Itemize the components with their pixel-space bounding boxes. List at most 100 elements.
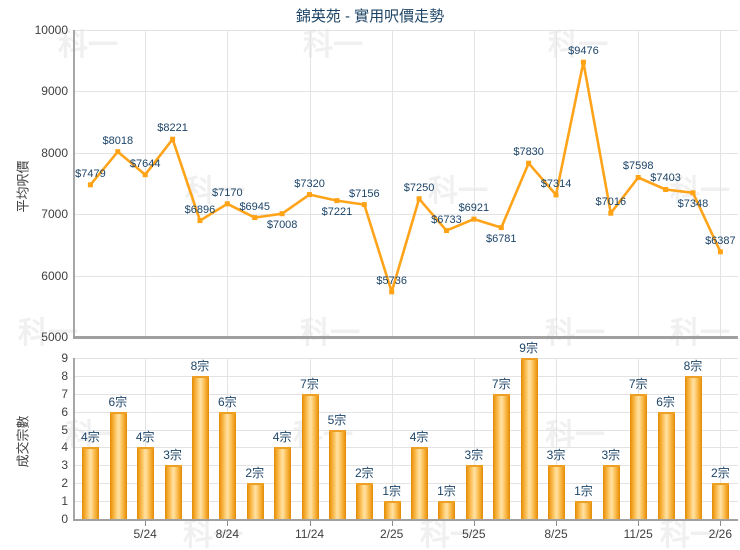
bar-label: 3宗 [464,448,484,463]
y-tick-label: 7000 [41,207,68,222]
grid-line-h [75,465,738,467]
bar-label: 8宗 [190,358,210,373]
bar [411,447,429,519]
grid-line-h [75,214,738,216]
data-point-marker [690,190,696,196]
bar-chart-y-axis [73,358,75,521]
grid-line-v [145,358,147,519]
point-label: $7644 [129,157,161,170]
y-tick-label: 7 [61,386,68,401]
bar-label: 7宗 [491,376,511,391]
bar-label: 8宗 [683,358,703,373]
data-point-marker [526,160,532,166]
bar-chart-x-axis [73,519,738,521]
grid-line-v [720,30,722,337]
data-point-marker [115,149,121,155]
y-tick-label: 4 [61,440,68,455]
point-label: $6781 [485,232,517,245]
bar-label: 4宗 [81,430,100,445]
y-tick-label: 8 [61,368,68,383]
point-label: $7830 [513,146,544,159]
point-label: $7320 [294,177,325,190]
bar [191,375,209,519]
grid-line-h [75,447,738,449]
bar-label: 2宗 [354,466,374,481]
bar [109,411,127,519]
bar [602,465,620,519]
data-point-marker [553,192,559,198]
point-label: $8221 [157,122,188,135]
x-tick-label: 8/25 [544,527,568,541]
watermark-text: 科一 [660,519,720,550]
bar [712,483,730,519]
point-label: $6387 [705,234,736,247]
watermark-text: 科一 [670,317,730,350]
data-point-marker [444,228,449,234]
price-line [89,60,722,294]
data-point-marker [279,211,285,217]
grid-line-h [75,375,738,377]
watermark-text: 科一 [420,519,480,550]
grid-line-v [309,30,311,337]
grid-line-v [227,30,229,337]
x-tick-mark [473,521,475,526]
line-chart-y-axis [73,30,75,339]
data-point-marker [389,289,395,295]
bar-label: 4宗 [409,430,429,445]
data-point-marker [471,216,477,222]
data-point-marker [334,198,340,204]
data-point-marker [580,59,586,65]
bar-label: 7宗 [300,376,319,391]
y-tick-label: 6 [61,404,68,419]
bar-label: 3宗 [163,448,182,463]
bar [383,501,401,519]
bar [219,411,237,519]
bar-label: 4宗 [135,430,155,445]
bar-label: 1宗 [437,484,456,499]
grid-line-h [75,393,738,395]
watermark-text: 科一 [548,29,608,62]
x-tick-label: 11/24 [294,527,325,541]
grid-line-h [75,358,738,359]
data-point-marker [717,249,723,255]
grid-line-h [75,429,738,431]
bar [630,393,648,519]
grid-line-v [720,358,722,519]
watermark-text: 科一 [18,317,78,350]
bar-label: 6宗 [218,394,237,409]
point-label: $7170 [212,186,243,199]
point-label: $7008 [266,218,298,231]
x-tick-mark [309,521,311,526]
data-point-marker [197,218,203,224]
y-tick-label: 8000 [41,145,68,160]
grid-line-h [75,411,738,413]
bar [137,447,155,519]
point-label: $6945 [239,200,271,213]
x-tick-mark [227,521,229,526]
y-tick-label: 5000 [41,330,68,344]
bar-label: 4宗 [272,430,292,445]
x-tick-mark [638,521,640,526]
data-point-marker [635,175,641,180]
x-tick-mark [391,521,393,526]
data-point-marker [142,172,148,178]
x-tick-mark [720,521,722,526]
bar [438,501,456,519]
bar [493,393,511,519]
point-label: $7250 [403,181,435,194]
watermark-text: 科一 [303,29,363,62]
bar-label: 1宗 [382,484,402,499]
bar [328,429,346,519]
x-tick-label: 8/24 [215,527,240,541]
bar-label: 1宗 [574,484,593,499]
bar-label: 7宗 [628,376,648,391]
data-point-marker [608,210,614,216]
bar-label: 6宗 [656,394,675,409]
x-tick-label: 5/25 [462,527,486,541]
y-tick-label: 10000 [34,23,68,37]
bar [657,411,675,519]
data-point-marker [416,196,422,202]
chart-title: 錦英苑 - 實用呎價走勢 [295,8,445,25]
bar-label: 5宗 [327,412,347,427]
